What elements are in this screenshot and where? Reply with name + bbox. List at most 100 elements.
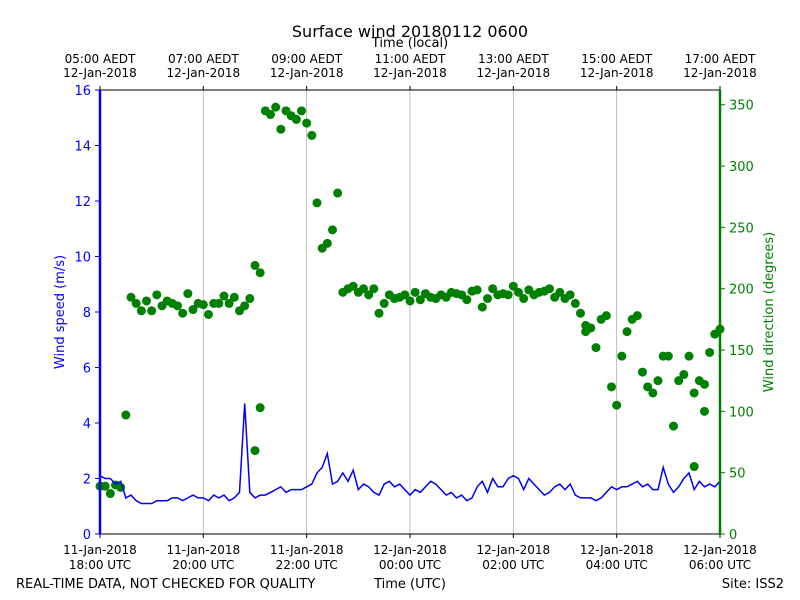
direction-point bbox=[136, 306, 146, 316]
top-axis-label: Time (local) bbox=[371, 36, 448, 51]
direction-point bbox=[348, 281, 358, 291]
bottom-tick-label-date: 12-Jan-2018 bbox=[373, 543, 447, 557]
direction-point bbox=[219, 291, 229, 301]
direction-point bbox=[601, 311, 611, 321]
right-tick-label: 200 bbox=[729, 283, 754, 298]
direction-point bbox=[700, 406, 709, 416]
direction-point bbox=[198, 300, 208, 310]
left-tick-label: 4 bbox=[83, 417, 91, 432]
direction-point bbox=[328, 225, 337, 235]
direction-point bbox=[126, 292, 136, 302]
direction-point bbox=[245, 294, 255, 304]
bottom-tick-label-date: 12-Jan-2018 bbox=[477, 543, 551, 557]
bottom-axis-label: Time (UTC) bbox=[373, 577, 446, 592]
direction-point bbox=[483, 294, 492, 304]
direction-point bbox=[674, 376, 684, 386]
direction-series bbox=[95, 102, 725, 499]
top-tick-label-date: 12-Jan-2018 bbox=[373, 66, 447, 80]
bottom-tick-label-time: 04:00 UTC bbox=[586, 558, 648, 572]
right-axis-label: Wind direction (degrees) bbox=[762, 232, 777, 392]
bottom-tick-label-time: 00:00 UTC bbox=[379, 558, 441, 572]
top-tick-label-date: 12-Jan-2018 bbox=[270, 66, 344, 80]
direction-point bbox=[229, 292, 239, 302]
direction-point bbox=[105, 489, 115, 499]
top-tick-label-time: 15:00 AEDT bbox=[581, 52, 652, 66]
left-tick-label: 16 bbox=[74, 84, 91, 99]
bottom-tick-label-date: 11-Jan-2018 bbox=[270, 543, 344, 557]
bottom-tick-label-time: 22:00 UTC bbox=[276, 558, 338, 572]
direction-point bbox=[648, 388, 658, 398]
direction-point bbox=[374, 308, 384, 318]
top-tick-label-date: 12-Jan-2018 bbox=[477, 66, 551, 80]
chart-title: Surface wind 20180112 0600 bbox=[292, 22, 528, 41]
direction-point bbox=[570, 298, 580, 308]
right-tick-label: 350 bbox=[729, 99, 754, 114]
direction-point bbox=[142, 296, 151, 306]
direction-point bbox=[178, 308, 188, 318]
left-axis-label: Wind speed (m/s) bbox=[53, 255, 68, 369]
bottom-tick-label-date: 11-Jan-2018 bbox=[63, 543, 137, 557]
direction-point bbox=[488, 284, 498, 294]
direction-point bbox=[183, 289, 193, 299]
direction-point bbox=[204, 309, 213, 319]
direction-point bbox=[379, 298, 389, 308]
direction-point bbox=[131, 298, 141, 308]
bottom-tick-label-date: 11-Jan-2018 bbox=[167, 543, 241, 557]
bottom-tick-label-date: 12-Jan-2018 bbox=[683, 543, 757, 557]
direction-point bbox=[581, 320, 591, 330]
left-tick-label: 2 bbox=[83, 473, 91, 488]
direction-point bbox=[638, 367, 647, 377]
direction-point bbox=[369, 284, 379, 294]
direction-point bbox=[410, 287, 420, 297]
direction-point bbox=[514, 287, 523, 297]
left-tick-label: 10 bbox=[74, 251, 91, 266]
left-tick-label: 0 bbox=[83, 528, 91, 543]
direction-point bbox=[519, 294, 529, 304]
top-tick-label-time: 17:00 AEDT bbox=[685, 52, 756, 66]
bottom-tick-label-time: 06:00 UTC bbox=[689, 558, 751, 572]
direction-point bbox=[214, 298, 224, 308]
direction-point bbox=[653, 376, 663, 386]
direction-point bbox=[121, 410, 131, 420]
direction-point bbox=[250, 260, 260, 270]
direction-point bbox=[271, 102, 281, 112]
direction-point bbox=[100, 481, 110, 491]
right-tick-label: 150 bbox=[729, 344, 754, 359]
direction-point bbox=[617, 351, 627, 361]
direction-point bbox=[477, 302, 487, 312]
direction-point bbox=[622, 327, 632, 337]
right-tick-label: 0 bbox=[729, 528, 737, 543]
top-tick-label-time: 05:00 AEDT bbox=[65, 52, 136, 66]
left-tick-label: 12 bbox=[74, 195, 91, 210]
grid-lines bbox=[202, 90, 618, 534]
bottom-tick-label-time: 02:00 UTC bbox=[482, 558, 544, 572]
direction-point bbox=[565, 290, 575, 300]
direction-point bbox=[607, 382, 616, 392]
direction-point bbox=[302, 118, 312, 128]
top-tick-label-time: 09:00 AEDT bbox=[271, 52, 342, 66]
bottom-tick-label-date: 12-Jan-2018 bbox=[580, 543, 654, 557]
direction-point bbox=[400, 290, 410, 300]
top-tick-label-time: 07:00 AEDT bbox=[168, 52, 239, 66]
direction-point bbox=[173, 301, 182, 311]
direction-point bbox=[663, 351, 673, 361]
direction-point bbox=[364, 290, 374, 300]
direction-point bbox=[545, 284, 554, 294]
direction-point bbox=[405, 296, 415, 306]
left-tick-label: 14 bbox=[74, 140, 91, 155]
direction-point bbox=[503, 290, 513, 300]
direction-point bbox=[152, 290, 162, 300]
left-axis-ticks: 0 2 4 6 8 10 12 14 16 bbox=[74, 84, 100, 543]
left-tick-label: 8 bbox=[83, 306, 91, 321]
right-tick-label: 100 bbox=[729, 405, 754, 420]
direction-point bbox=[555, 287, 565, 297]
direction-point bbox=[188, 305, 198, 315]
direction-point bbox=[689, 388, 699, 398]
right-tick-label: 50 bbox=[729, 467, 746, 482]
right-tick-label: 300 bbox=[729, 160, 754, 175]
bottom-tick-label-time: 18:00 UTC bbox=[69, 558, 131, 572]
direction-point bbox=[322, 238, 332, 248]
direction-point bbox=[255, 268, 265, 278]
direction-point bbox=[508, 281, 518, 291]
